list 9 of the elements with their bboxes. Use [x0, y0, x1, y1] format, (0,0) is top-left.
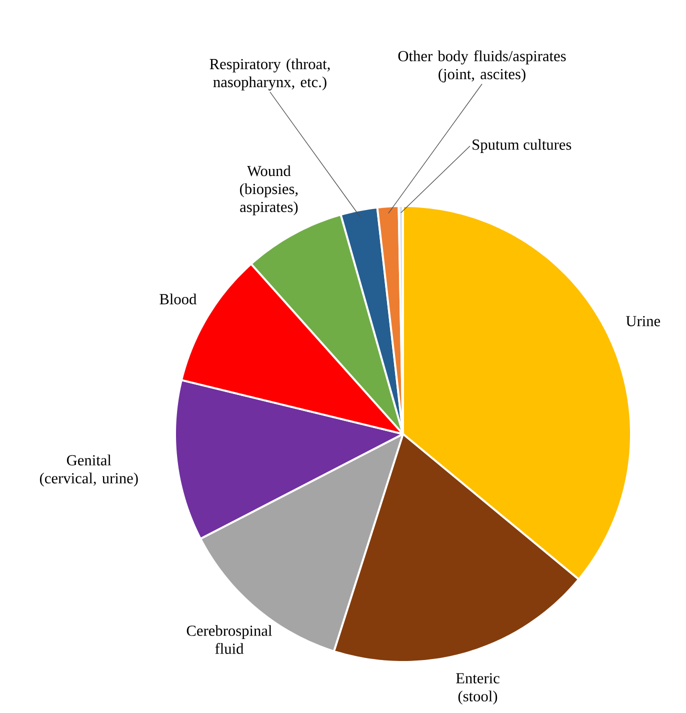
slice-label: Sputum cultures	[472, 139, 572, 153]
slice-label: Urine	[626, 316, 660, 326]
slice-label: Other body fluids/aspirates (joint, ascites)	[398, 50, 566, 82]
slice-label: Blood	[160, 294, 197, 304]
slice-label: Cerebrospinal fluid	[186, 625, 272, 654]
slice-label: Enteric (stool)	[456, 673, 500, 705]
slice-label: Wound (biopsies, aspirates)	[240, 165, 298, 216]
slice-label: Respiratory (throat, nasopharynx, etc.)	[210, 58, 330, 90]
slice-label: Genital (cervical, urine)	[40, 454, 138, 487]
